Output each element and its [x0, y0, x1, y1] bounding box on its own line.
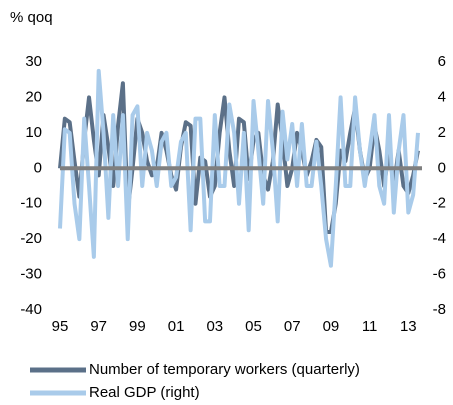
y-tick-label: 30 — [25, 53, 42, 70]
y2-tick-label: -4 — [433, 230, 446, 247]
y-tick-label: 0 — [34, 159, 42, 176]
y-tick-label: -30 — [20, 266, 42, 283]
x-tick-label: 95 — [52, 318, 69, 335]
x-tick-label: 97 — [90, 318, 107, 335]
y-tick-label: -20 — [20, 230, 42, 247]
y-tick-label: 10 — [25, 124, 42, 141]
x-tick-label: 99 — [129, 318, 146, 335]
x-tick-label: 07 — [284, 318, 301, 335]
y2-tick-label: 4 — [438, 88, 446, 105]
x-tick-label: 05 — [245, 318, 262, 335]
x-tick-label: 09 — [323, 318, 340, 335]
y2-tick-label: -8 — [433, 301, 446, 318]
y2-tick-label: 2 — [438, 124, 446, 141]
plot-area — [58, 68, 420, 268]
x-tick-label: 13 — [400, 318, 417, 335]
legend-label: Number of temporary workers (quarterly) — [89, 361, 360, 378]
y-tick-label: 20 — [25, 88, 42, 105]
x-tick-label: 03 — [206, 318, 223, 335]
y2-tick-label: 0 — [438, 159, 446, 176]
x-tick-label: 11 — [362, 318, 378, 335]
x-tick-label: 01 — [168, 318, 185, 335]
y2-tick-label: 6 — [438, 53, 446, 70]
y-tick-label: -10 — [20, 195, 42, 212]
y2-tick-label: -6 — [433, 266, 446, 283]
legend-label: Real GDP (right) — [89, 384, 200, 401]
y-tick-label: -40 — [20, 301, 42, 318]
series-line — [58, 81, 420, 235]
legend: Number of temporary workers (quarterly) R… — [30, 361, 360, 401]
y-axis-label: % qoq — [10, 9, 53, 26]
series-line — [58, 68, 420, 268]
y2-tick-label: -2 — [433, 195, 446, 212]
